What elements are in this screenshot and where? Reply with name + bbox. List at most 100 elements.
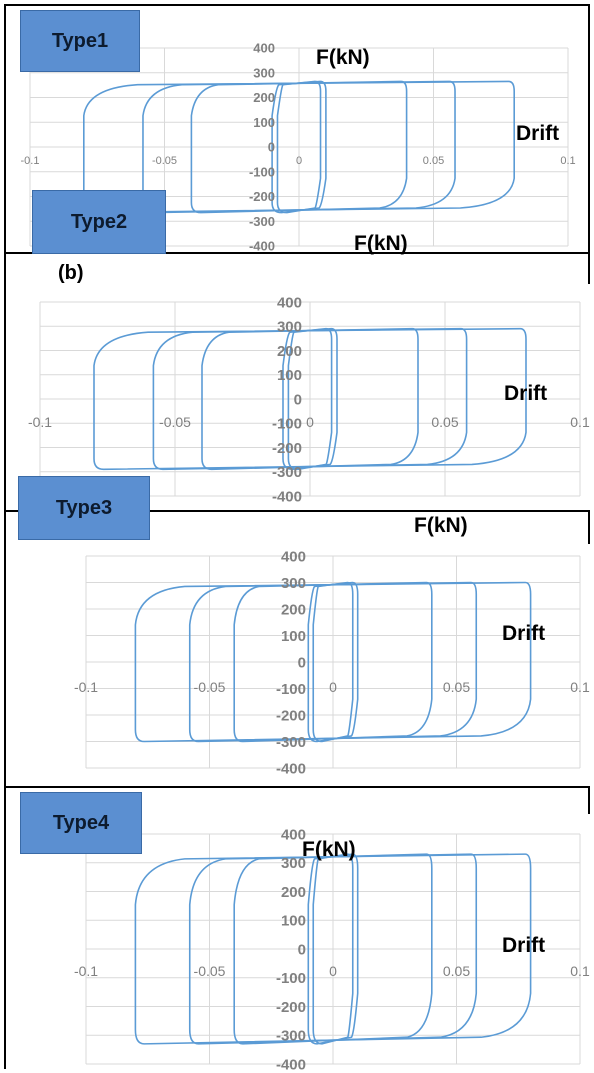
type1-y-tick-label: -200: [249, 189, 275, 204]
type3-y-tick-label: -200: [276, 707, 306, 724]
type2-x-tick-label: 0.05: [431, 414, 458, 430]
type4-y-tick-label: -300: [276, 1028, 306, 1045]
type3-y-ticks: 400 300 200 100 0 -100 -200 -300 -400: [276, 548, 306, 777]
type2-y-ticks: 400 300 200 100 0 -100 -200 -300 -400: [272, 294, 302, 505]
type1-y-tick-label: 0: [268, 140, 275, 155]
type2-y-tick-label: -200: [272, 440, 302, 457]
type2-x-tick-label: 0: [306, 414, 314, 430]
type3-y-tick-label: 400: [281, 548, 306, 565]
panel4-left-border: [4, 788, 6, 1069]
type4-y-ticks: 400 300 200 100 0 -100 -200 -300 -400: [276, 826, 306, 1073]
type1-y-tick-label: 200: [253, 90, 275, 105]
type3-y-tick-label: 0: [298, 654, 306, 671]
type4-loop-1: [307, 853, 359, 1045]
type4-y-tick-label: -100: [276, 970, 306, 987]
type3-xlabel: Drift: [502, 622, 546, 645]
type4-x-tick-label: -0.1: [74, 963, 98, 979]
type4-ylabel: F(kN): [302, 838, 356, 861]
type3-x-tick-label: 0.1: [570, 679, 590, 695]
panel1-top-border: [4, 4, 590, 6]
type1-x-tick-label: 0.05: [423, 155, 444, 167]
type1-x-tick-label: 0: [296, 155, 302, 167]
type1-y-tick-label: -300: [249, 214, 275, 229]
type2-y-tick-label: 400: [277, 294, 302, 311]
type4-x-tick-label: 0: [329, 963, 337, 979]
type4-x-tick-label: 0.1: [570, 963, 590, 979]
panel1-left-border: [4, 4, 6, 254]
type4-loops: [134, 853, 532, 1045]
type2-x-tick-label: -0.05: [159, 414, 191, 430]
type2-y-tick-label: 100: [277, 367, 302, 384]
type4-xlabel: Drift: [502, 934, 546, 957]
type4-label-box: Type4: [20, 792, 142, 854]
type3-label: Type3: [55, 496, 113, 519]
panel2-left-border: [4, 254, 6, 510]
type2-label-box: Type2: [32, 190, 166, 254]
type3-ylabel: F(kN): [414, 514, 468, 537]
type2-y-tick-label: 300: [277, 319, 302, 336]
type4-y-tick-label: -200: [276, 999, 306, 1016]
type2-x-tick-label: -0.1: [28, 414, 52, 430]
type3-x-ticks: -0.1 -0.05 0 0.05 0.1: [74, 679, 590, 695]
type2-y-tick-label: 0: [294, 391, 302, 408]
type4-y-tick-label: -400: [276, 1056, 306, 1073]
panel3-bottom-border: [4, 786, 590, 788]
type2-y-tick-label: 200: [277, 343, 302, 360]
type3-loops: [134, 581, 532, 743]
type4-y-tick-label: 0: [298, 941, 306, 958]
type3-x-tick-label: 0: [329, 679, 337, 695]
type4-loop-4: [134, 853, 532, 1045]
type1-y-ticks: 400 300 200 100 0 -100 -200 -300 -400: [249, 41, 275, 254]
type4-x-tick-label: 0.05: [443, 963, 470, 979]
type3-loop-4: [134, 581, 532, 743]
type4-label: Type4: [52, 811, 110, 834]
panel3-right-border: [588, 512, 590, 544]
type1-label-box: Type1: [20, 10, 140, 72]
panel1-right-border: [588, 4, 590, 254]
type4-loop-2: [233, 853, 433, 1045]
type1-x-tick-label: 0.1: [560, 155, 575, 167]
type1-x-tick-label: -0.05: [152, 155, 177, 167]
chart-type2: -0.1 -0.05 0 0.05 0.14003002001000-100-200-3…: [28, 294, 590, 505]
type3-grid: [85, 555, 581, 769]
type1-y-tick-label: 100: [253, 115, 275, 130]
type2-loop-1: [282, 327, 338, 471]
type1-y-tick-label: 300: [253, 65, 275, 80]
type3-y-tick-label: -100: [276, 681, 306, 698]
type2-xlabel: Drift: [504, 382, 548, 405]
type3-y-tick-label: -300: [276, 734, 306, 751]
type2-ylabel: F(kN): [354, 232, 408, 255]
type3-y-tick-label: 100: [281, 628, 306, 645]
type3-x-tick-label: -0.05: [194, 679, 226, 695]
type3-label-box: Type3: [18, 476, 150, 540]
type2-grid: [39, 301, 581, 497]
type3-y-tick-label: 200: [281, 601, 306, 618]
type1-label: Type1: [51, 29, 109, 52]
panel4-right-border: [588, 788, 590, 814]
panel-b-label: (b): [58, 262, 84, 284]
type1-ylabel: F(kN): [316, 46, 370, 69]
panel1-bottom-border: [4, 252, 590, 254]
type1-x-tick-label: -0.1: [21, 155, 40, 167]
type1-loop-1: [271, 80, 327, 214]
type4-y-tick-label: 200: [281, 884, 306, 901]
type1-x-ticks: -0.1 -0.05 0 0.05 0.1: [21, 155, 576, 167]
type3-loop-1: [307, 581, 359, 743]
type2-label: Type2: [70, 210, 128, 233]
type3-y-tick-label: 300: [281, 575, 306, 592]
panel2-right-border: [588, 254, 590, 284]
chart-type4: -0.1 -0.05 0 0.05 0.1 400 300 200 100 0 -100 -200 -3…: [74, 826, 590, 1073]
type2-y-tick-label: -100: [272, 416, 302, 433]
chart-type3: -0.1 -0.05 0 0.05 0.1 400 300 200 100 0 -100 -200 -3…: [74, 548, 590, 777]
type4-x-ticks: -0.1 -0.05 0 0.05 0.1: [74, 963, 590, 979]
type1-xlabel: Drift: [516, 122, 560, 145]
type2-x-tick-label: 0.1: [570, 414, 590, 430]
type2-y-tick-label: -400: [272, 488, 302, 505]
type1-grid: [29, 47, 569, 247]
type1-y-tick-label: -400: [249, 239, 275, 254]
type4-y-tick-label: 100: [281, 913, 306, 930]
panel3-left-border: [4, 512, 6, 788]
type2-loop-4: [93, 327, 527, 471]
type1-y-tick-label: -100: [249, 164, 275, 179]
type1-y-tick-label: 400: [253, 41, 275, 56]
